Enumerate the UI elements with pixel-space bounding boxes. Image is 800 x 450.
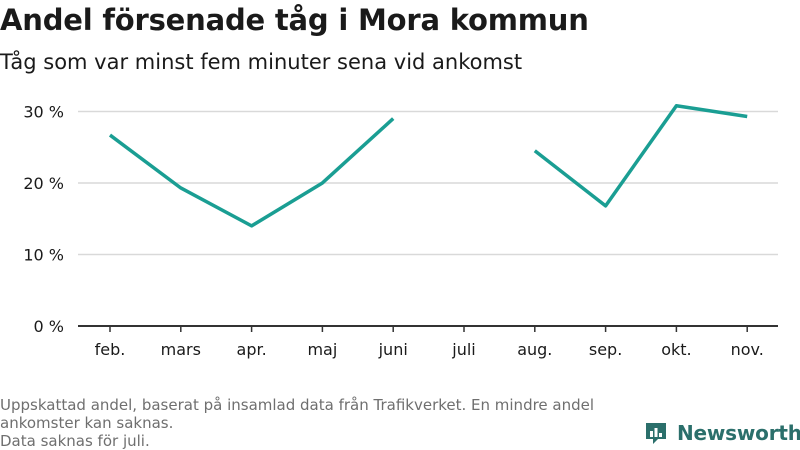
brand-logo: Newsworthy (643, 420, 800, 446)
footnote-source: Uppskattad andel, baserat på insamlad da… (0, 396, 595, 432)
footnote-missing-data: Data saknas för juli. (0, 432, 150, 450)
x-tick-label: okt. (661, 340, 691, 359)
newsworthy-logo-icon (646, 423, 666, 444)
x-tick-label: mars (161, 340, 201, 359)
x-tick-label: juli (451, 340, 475, 359)
chart-title: Andel försenade tåg i Mora kommun (0, 3, 589, 37)
y-tick-label: 20 % (23, 174, 64, 193)
y-tick-label: 10 % (23, 245, 64, 264)
x-tick-label: nov. (731, 340, 764, 359)
x-tick-label: juni (378, 340, 408, 359)
line-chart: 0 % 10 % 20 % 30 % feb. mars apr. maj juni juli au… (23, 102, 778, 359)
series-line-segment (533, 103, 748, 208)
y-tick-label: 30 % (23, 102, 64, 121)
x-tick-label: maj (307, 340, 337, 359)
y-tick-label: 0 % (34, 317, 64, 336)
series-line-segment (108, 117, 395, 228)
x-tick-label: apr. (237, 340, 267, 359)
x-tick-label: sep. (589, 340, 622, 359)
x-tick-label: feb. (95, 340, 126, 359)
chart-subtitle: Tåg som var minst fem minuter sena vid a… (0, 50, 523, 74)
footnote: Uppskattad andel, baserat på insamlad da… (0, 396, 630, 450)
x-tick-label: aug. (517, 340, 552, 359)
brand-name: Newsworthy (677, 421, 800, 445)
